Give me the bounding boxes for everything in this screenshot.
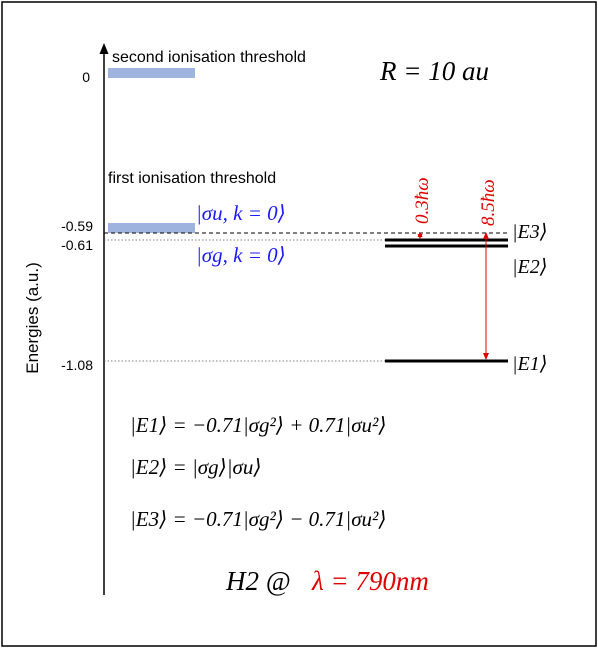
gap-large-label: 8.5ħω — [478, 179, 499, 226]
arrow-down-icon — [483, 353, 489, 360]
sigma-u-state: |σu, k = 0⟩ — [196, 201, 286, 225]
first-ionisation-label: first ionisation threshold — [108, 170, 276, 187]
equation-E1: |E1⟩ = −0.71|σg²⟩ + 0.71|σu²⟩ — [130, 413, 387, 437]
second-ionisation-band — [108, 68, 195, 78]
tick-label-minus-0-59: -0.59 — [61, 218, 93, 234]
ket-E1: |E1⟩ — [512, 353, 548, 375]
tick-label-minus-0-61: -0.61 — [61, 237, 93, 253]
y-axis-label: Energies (a.u.) — [23, 262, 42, 374]
transition-large — [483, 232, 489, 360]
equation-E2: |E2⟩ = |σg⟩|σu⟩ — [130, 455, 262, 479]
first-ionisation-band — [108, 223, 195, 233]
second-ionisation-label: second ionisation threshold — [112, 49, 306, 66]
sigma-g-state: |σg, k = 0⟩ — [196, 243, 286, 267]
arrow-down-icon — [417, 234, 423, 239]
wavelength-label: λ = 790nm — [311, 566, 429, 596]
tick-label-0: 0 — [82, 69, 90, 85]
equation-E3: |E3⟩ = −0.71|σg²⟩ − 0.71|σu²⟩ — [130, 507, 387, 531]
separation-label: R = 10 au — [379, 56, 489, 86]
y-axis-arrow-icon — [99, 43, 109, 54]
ket-E2: |E2⟩ — [512, 256, 548, 278]
ket-E3: |E3⟩ — [512, 221, 548, 243]
tick-label-minus-1-08: -1.08 — [61, 357, 93, 373]
arrow-up-icon — [483, 232, 489, 239]
gap-small-label: 0.3ħω — [412, 177, 433, 224]
transition-small — [417, 232, 423, 239]
molecule-label: H2 @ — [225, 566, 291, 596]
